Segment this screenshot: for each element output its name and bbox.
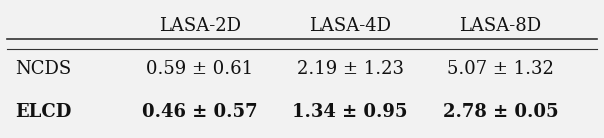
Text: LASA-2D: LASA-2D	[159, 17, 241, 35]
Text: NCDS: NCDS	[15, 60, 72, 78]
Text: 0.59 ± 0.61: 0.59 ± 0.61	[146, 60, 253, 78]
Text: LASA-8D: LASA-8D	[459, 17, 541, 35]
Text: LASA-4D: LASA-4D	[309, 17, 391, 35]
Text: 2.78 ± 0.05: 2.78 ± 0.05	[443, 103, 558, 121]
Text: 2.19 ± 1.23: 2.19 ± 1.23	[297, 60, 403, 78]
Text: 1.34 ± 0.95: 1.34 ± 0.95	[292, 103, 408, 121]
Text: 0.46 ± 0.57: 0.46 ± 0.57	[142, 103, 257, 121]
Text: ELCD: ELCD	[15, 103, 72, 121]
Text: 5.07 ± 1.32: 5.07 ± 1.32	[447, 60, 554, 78]
